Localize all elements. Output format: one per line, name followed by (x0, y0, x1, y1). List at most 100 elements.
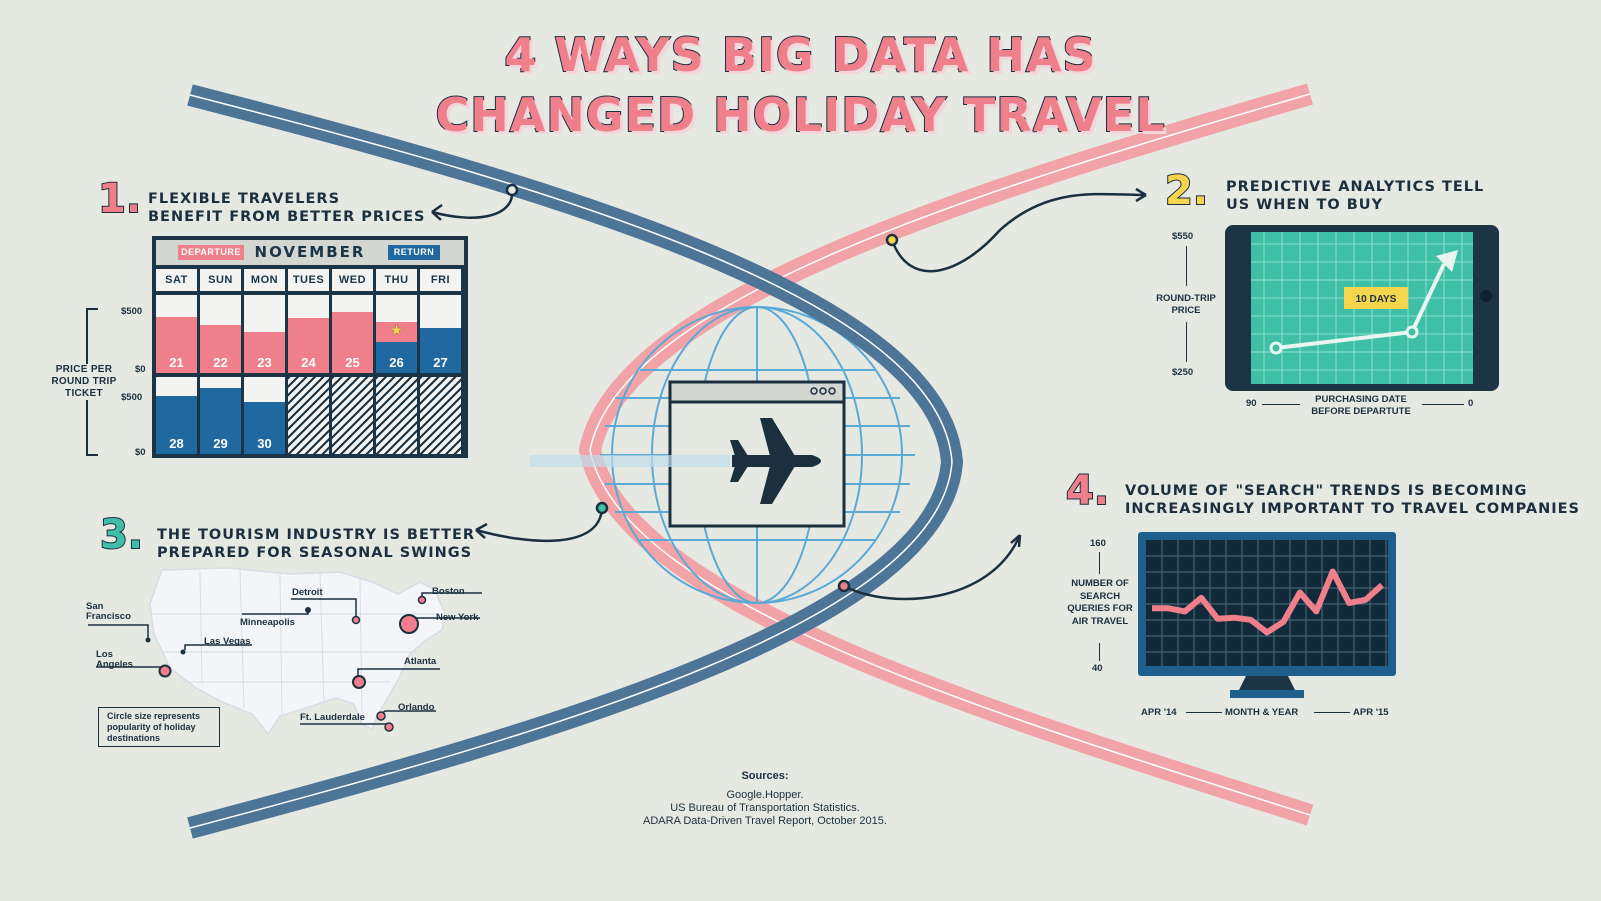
section2-x-line-right (1422, 404, 1464, 405)
price-buy-point (1405, 325, 1419, 339)
section3-title-line1: THE TOURISM INDUSTRY IS BETTER (157, 527, 476, 543)
section4-y-bottom: 40 (1092, 663, 1103, 674)
sources-heading: Sources: (741, 770, 789, 782)
connector-arrows (431, 187, 1147, 601)
section3-number: 3. (99, 511, 144, 559)
section2-y-label: ROUND-TRIP PRICE (1156, 293, 1216, 316)
price-bar (244, 401, 285, 454)
section4-y-top: 160 (1090, 538, 1106, 549)
calendar-day-wed: WED (332, 269, 373, 291)
return-price-bar (376, 341, 417, 373)
calendar-day-sat: SAT (156, 269, 197, 291)
price-bar (156, 396, 197, 454)
price-bar (420, 327, 461, 373)
city-atlanta: Atlanta (404, 656, 437, 667)
price-tick-0-a: $0 (135, 364, 146, 375)
calendar-day-tues: TUES (288, 269, 329, 291)
price-tick-500-b: $500 (121, 392, 143, 403)
section4-x-line-right (1314, 712, 1350, 713)
price-bar (200, 324, 241, 373)
section2-x-label: PURCHASING DATE BEFORE DEPARTUTE (1311, 394, 1411, 417)
date-label: 26 (389, 355, 404, 370)
calendar-date-29[interactable]: 29 (200, 377, 241, 454)
section3-title-line2: PREPARED FOR SEASONAL SWINGS (157, 545, 473, 561)
calendar-date-27[interactable]: 27 (420, 295, 461, 373)
calendar-date-22[interactable]: 22 (200, 295, 241, 373)
section4-y-label: NUMBER OF SEARCH QUERIES FOR AIR TRAVEL (1067, 578, 1133, 627)
section2-y-line-top (1186, 246, 1187, 286)
date-label: 30 (257, 436, 272, 451)
bracket-top (86, 308, 98, 310)
callout-box (1344, 287, 1408, 309)
city-san-francisco: San Francisco (86, 601, 131, 622)
source-bts: US Bureau of Transportation Statistics. (670, 802, 860, 814)
calendar-date-23[interactable]: 23 (244, 295, 285, 373)
calendar: DEPARTURE NOVEMBER RETURN SAT SUN MON TUES W… (152, 236, 468, 458)
section2-x-left: 90 (1246, 398, 1257, 409)
section4-x-label: MONTH & YEAR (1225, 707, 1299, 718)
date-label: 24 (301, 355, 316, 370)
calendar-date-21[interactable]: 21 (156, 295, 197, 373)
map-legend: Circle size represents popularity of hol… (98, 707, 220, 747)
price-bar (156, 316, 197, 373)
calendar-empty-cell (376, 377, 417, 454)
price-bar (288, 318, 329, 373)
calendar-date-24[interactable]: 24 (288, 295, 329, 373)
calendar-empty-cell (288, 377, 329, 454)
calendar-month: NOVEMBER (254, 243, 366, 261)
price-bar (332, 312, 373, 373)
calendar-day-thu: THU (376, 269, 417, 291)
section2-y-line-bottom (1186, 322, 1187, 362)
date-label: 27 (433, 355, 448, 370)
browser-window-icon (668, 380, 846, 528)
section2-y-top: $550 (1172, 231, 1194, 242)
date-label: 22 (213, 355, 228, 370)
city-los-angeles: Los Angeles (96, 649, 133, 670)
section3-title: THE TOURISM INDUSTRY IS BETTER PREPARED … (157, 526, 475, 562)
connector-dots (505, 183, 899, 593)
calendar-empty-cell (332, 377, 373, 454)
date-label: 21 (169, 355, 184, 370)
airplane-icon (530, 418, 821, 504)
price-tick-500-a: $500 (121, 306, 143, 317)
section2-number: 2. (1164, 167, 1209, 215)
calendar-date-25[interactable]: 25 (332, 295, 373, 373)
date-label: 29 (213, 436, 228, 451)
price-trend-arrowhead (1436, 250, 1458, 272)
source-google-hopper: Google.Hopper. (726, 789, 804, 801)
city-orlando: Orlando (398, 702, 435, 713)
calendar-date-26[interactable]: ★ 26 (376, 295, 417, 373)
calendar-date-28[interactable]: 28 (156, 377, 197, 454)
section4-title-line2: INCREASINGLY IMPORTANT TO TRAVEL COMPANI… (1125, 501, 1580, 517)
return-badge: RETURN (388, 245, 440, 260)
section2-title-line1: PREDICTIVE ANALYTICS TELL (1226, 179, 1485, 195)
date-label: 28 (169, 436, 184, 451)
date-label: 25 (345, 355, 360, 370)
section4-y-line-top (1099, 552, 1100, 574)
star-icon: ★ (389, 322, 404, 339)
section4-x-right: APR '15 (1353, 707, 1389, 718)
date-label: 23 (257, 355, 272, 370)
section2-y-bottom: $250 (1172, 367, 1194, 378)
calendar-day-fri: FRI (420, 269, 461, 291)
price-start-point (1269, 341, 1283, 355)
section2-title: PREDICTIVE ANALYTICS TELL US WHEN TO BUY (1226, 178, 1484, 214)
search-trend-line (1152, 568, 1385, 636)
section1-number: 1. (97, 175, 142, 223)
price-bar (244, 332, 285, 373)
monitor-chart (1138, 532, 1396, 698)
section2-x-right: 0 (1468, 398, 1474, 409)
calendar-empty-cell (420, 377, 461, 454)
calendar-day-sun: SUN (200, 269, 241, 291)
page-title-line2: CHANGED HOLIDAY TRAVEL (434, 87, 1166, 143)
tablet-chart: 10 DAYS (1225, 225, 1499, 391)
section1-title: FLEXIBLE TRAVELERS BENEFIT FROM BETTER P… (148, 190, 425, 226)
page-title-line1: 4 WAYS BIG DATA HAS (503, 27, 1097, 83)
section2-title-line2: US WHEN TO BUY (1226, 197, 1384, 213)
calendar-day-mon: MON (244, 269, 285, 291)
calendar-date-30[interactable]: 30 (244, 377, 285, 454)
calendar-header: DEPARTURE NOVEMBER RETURN (156, 240, 464, 265)
city-minneapolis: Minneapolis (240, 617, 295, 628)
